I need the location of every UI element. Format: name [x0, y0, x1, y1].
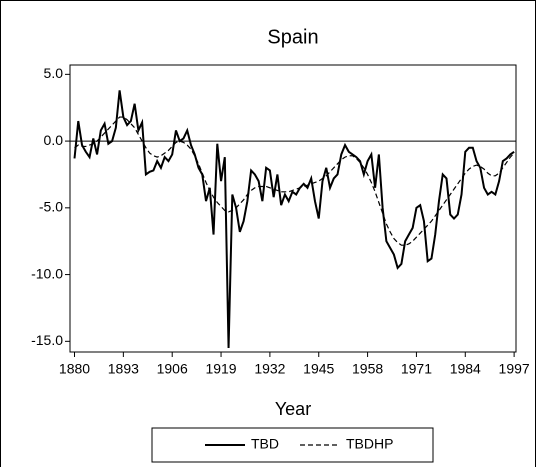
- y-tick-label: -10.0: [31, 265, 63, 281]
- series-line: [74, 116, 515, 246]
- x-tick-label: 1984: [450, 361, 481, 377]
- x-axis-label: Year: [275, 399, 311, 419]
- legend: [151, 427, 434, 463]
- x-tick-label: 1919: [205, 361, 236, 377]
- y-tick-label: -15.0: [31, 332, 63, 348]
- series-line: [73, 90, 515, 349]
- plot-area: [69, 64, 517, 353]
- y-tick-label: 0.0: [44, 132, 64, 148]
- legend-label: TBDHP: [346, 436, 393, 452]
- y-tick-label: 5.0: [44, 65, 64, 81]
- x-tick-label: 1880: [59, 361, 90, 377]
- x-tick-label: 1971: [401, 361, 432, 377]
- legend-label: TBD: [251, 436, 279, 452]
- chart-title: Spain: [267, 26, 318, 48]
- x-tick-label: 1997: [499, 361, 530, 377]
- x-tick-label: 1958: [352, 361, 383, 377]
- x-tick-label: 1893: [108, 361, 139, 377]
- x-tick-label: 1932: [254, 361, 285, 377]
- x-tick-label: 1945: [303, 361, 334, 377]
- x-tick-label: 1906: [157, 361, 188, 377]
- y-tick-label: -5.0: [39, 199, 63, 215]
